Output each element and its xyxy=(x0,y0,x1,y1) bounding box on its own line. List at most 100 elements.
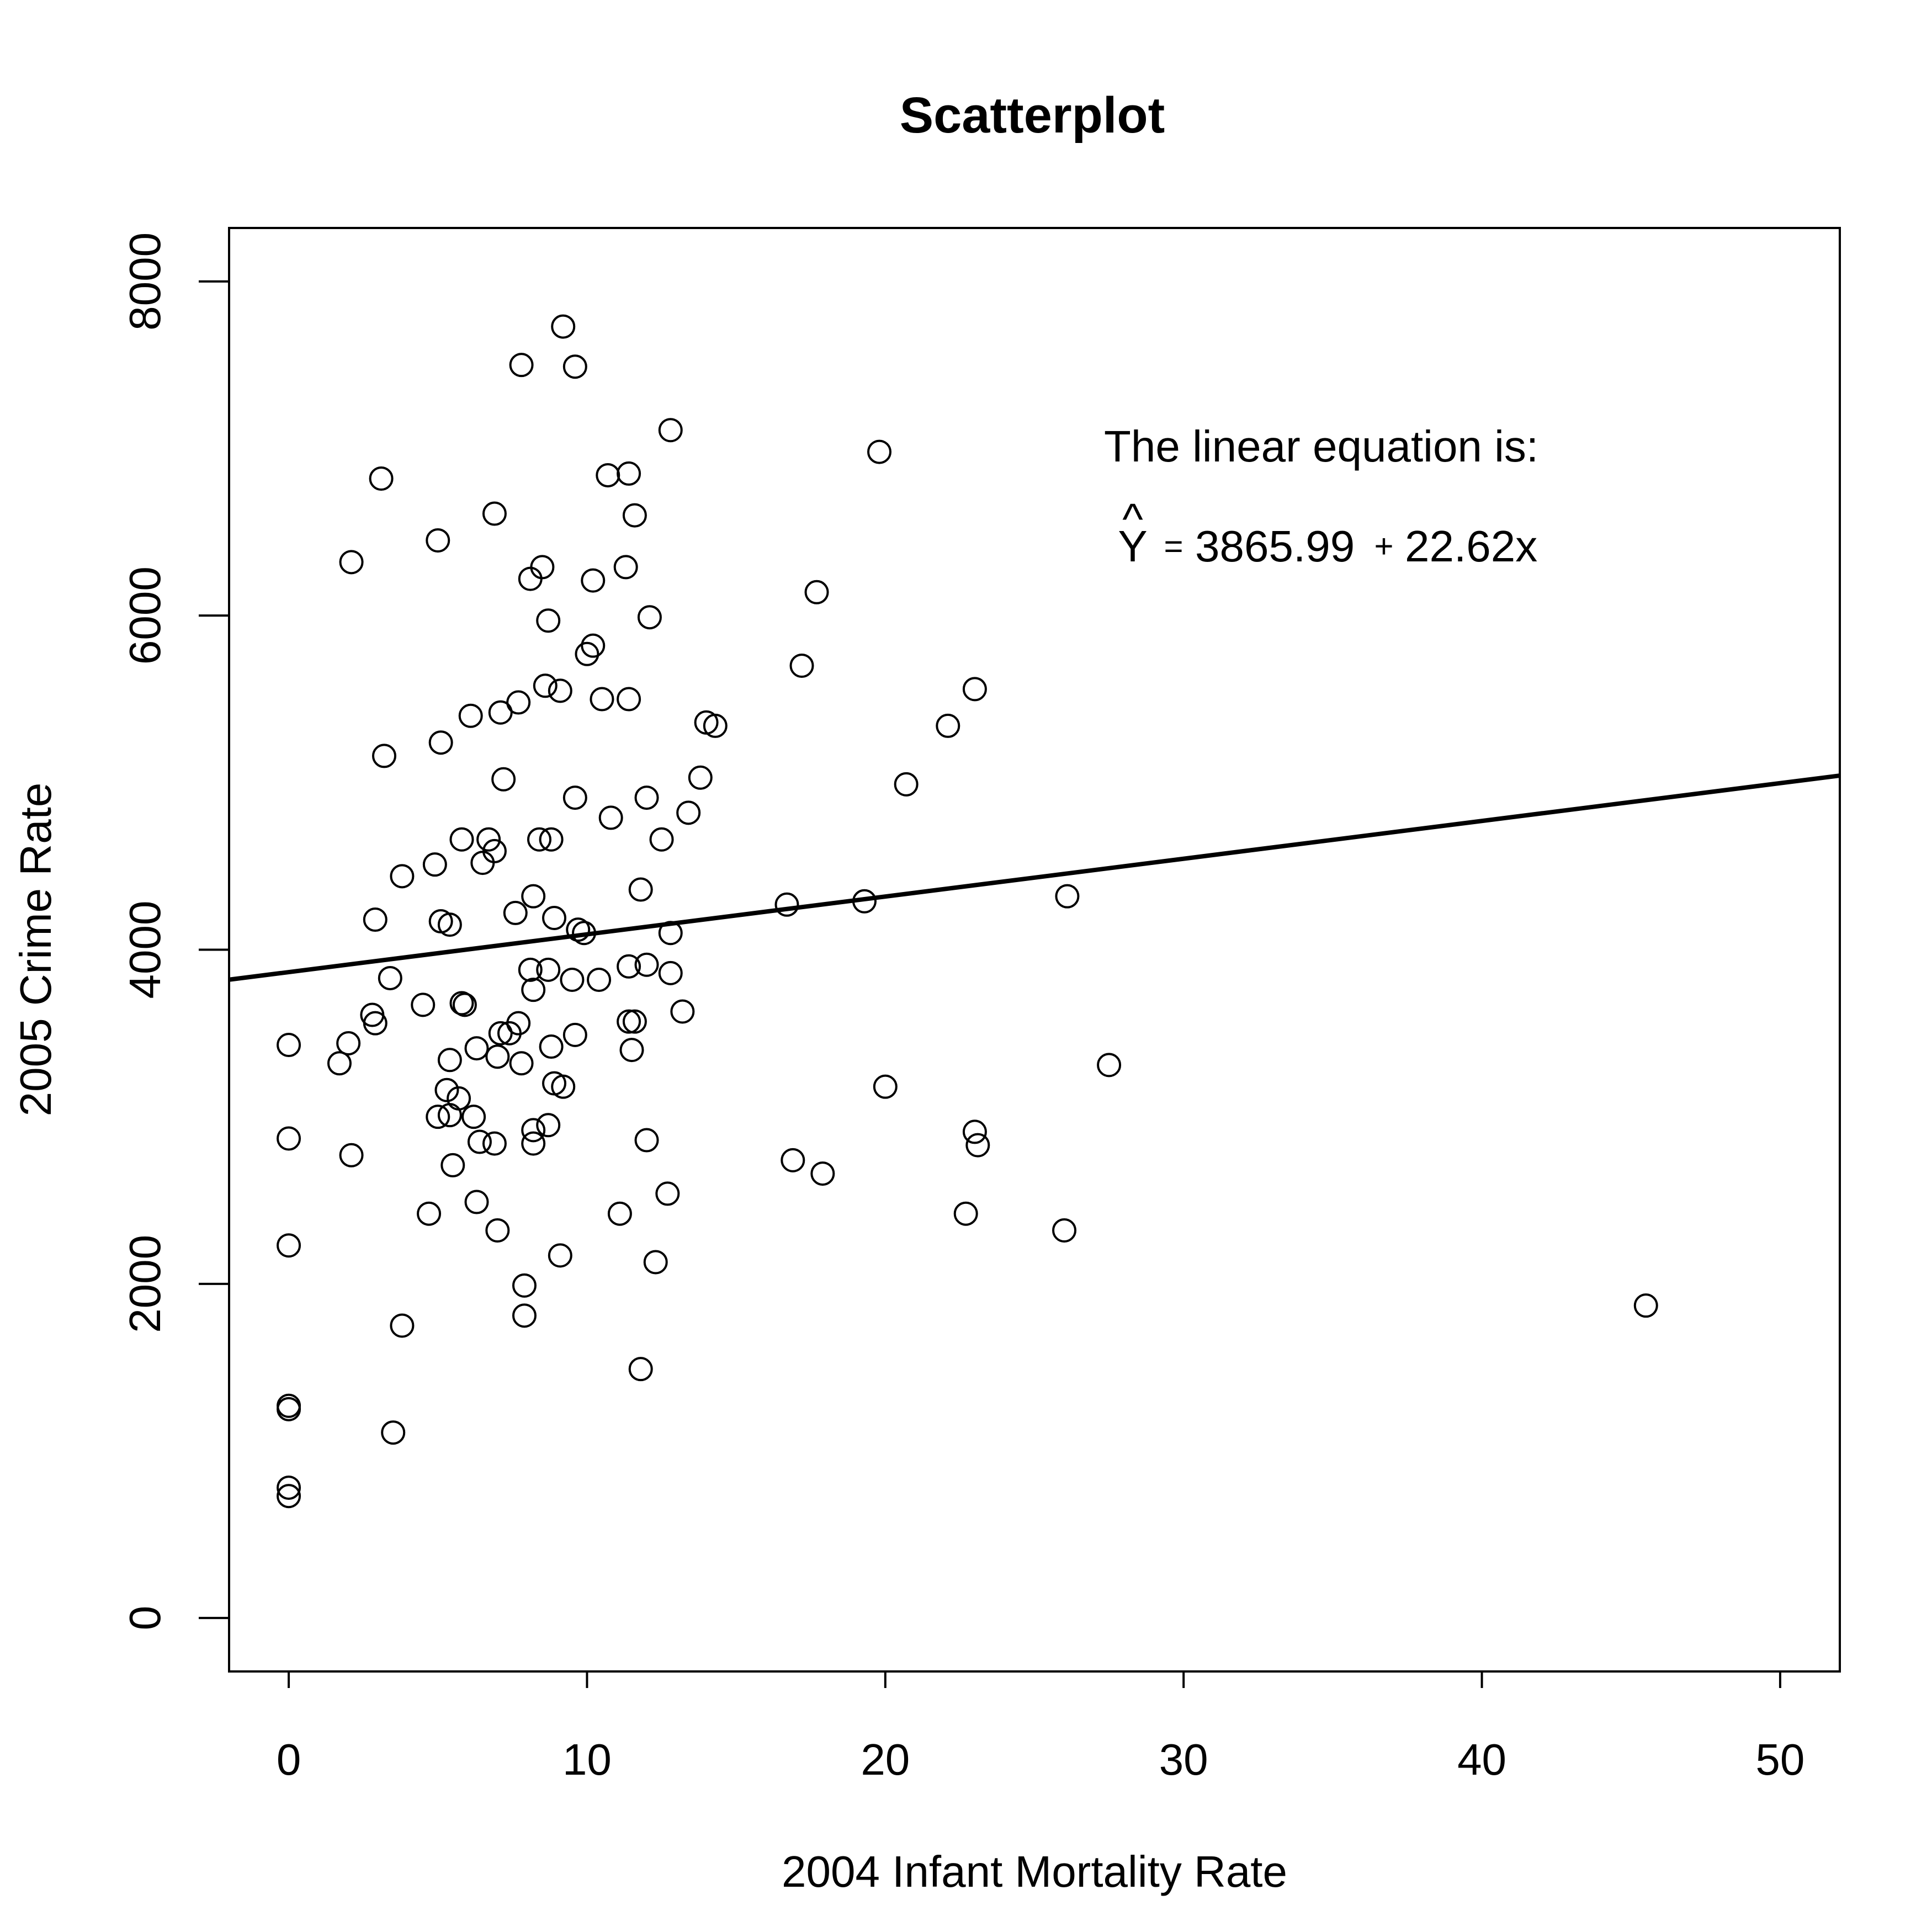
equation-equals: = xyxy=(1164,528,1183,565)
data-point xyxy=(590,687,614,712)
data-point xyxy=(509,1051,534,1076)
data-point xyxy=(1097,1053,1122,1078)
data-point xyxy=(551,1074,576,1099)
data-point xyxy=(542,905,567,930)
data-point xyxy=(485,1218,510,1243)
x-tick-label: 0 xyxy=(277,1735,301,1784)
data-point xyxy=(688,765,713,790)
data-point xyxy=(962,1119,987,1144)
data-point xyxy=(962,677,987,702)
y-axis: 0 2000 4000 6000 8000 xyxy=(120,232,230,1630)
data-point xyxy=(277,1397,301,1421)
data-point xyxy=(371,744,396,768)
data-point xyxy=(548,1243,572,1268)
data-point xyxy=(658,960,683,985)
data-point xyxy=(464,1036,489,1061)
data-point xyxy=(873,1074,898,1099)
y-tick-label: 4000 xyxy=(120,901,169,999)
data-point xyxy=(378,965,402,990)
equation-slope-term: 22.62x xyxy=(1405,522,1537,571)
equation-plus: + xyxy=(1374,528,1393,565)
data-point xyxy=(527,827,551,852)
data-point xyxy=(1633,1293,1658,1318)
data-point xyxy=(617,461,641,486)
equation-annotation: The linear equation is: ^ Y = 3865.99 + … xyxy=(1104,422,1538,571)
data-point xyxy=(965,1133,990,1158)
data-point xyxy=(598,805,623,830)
data-point xyxy=(437,1103,462,1128)
data-point xyxy=(607,1201,632,1226)
data-point xyxy=(617,954,641,979)
data-point xyxy=(509,353,534,378)
data-point xyxy=(488,700,513,725)
regression-line xyxy=(229,773,1840,982)
data-point xyxy=(422,852,447,877)
data-point xyxy=(390,1313,415,1338)
data-point xyxy=(530,555,555,580)
data-point xyxy=(539,1034,564,1059)
data-point xyxy=(533,673,558,698)
data-point xyxy=(774,892,799,917)
data-point xyxy=(277,1484,301,1509)
data-point xyxy=(381,1420,406,1445)
data-point xyxy=(497,1021,522,1045)
data-point xyxy=(277,1033,301,1058)
data-point xyxy=(521,884,546,909)
data-point xyxy=(628,1357,653,1382)
data-point xyxy=(548,678,572,703)
data-point xyxy=(363,1011,388,1036)
equation-yhat: Y xyxy=(1118,522,1147,571)
data-point xyxy=(536,1113,561,1138)
data-point xyxy=(521,1131,546,1156)
data-point xyxy=(575,641,599,666)
data-point xyxy=(810,1161,835,1186)
data-point xyxy=(327,1051,352,1076)
data-point xyxy=(789,653,814,678)
data-point xyxy=(781,1148,805,1172)
data-point xyxy=(628,877,653,902)
data-point xyxy=(953,1201,978,1226)
data-point xyxy=(277,1126,301,1151)
data-point xyxy=(506,690,531,715)
x-tick-label: 40 xyxy=(1457,1735,1506,1784)
data-point xyxy=(562,354,587,379)
x-tick-label: 10 xyxy=(562,1735,612,1784)
data-point xyxy=(434,1078,459,1102)
chart-title: Scatterplot xyxy=(900,87,1165,144)
data-point xyxy=(426,1105,450,1129)
data-point xyxy=(655,1181,680,1206)
data-point xyxy=(670,999,695,1024)
data-point xyxy=(518,957,543,982)
data-point xyxy=(390,864,415,889)
data-point xyxy=(470,851,495,875)
y-tick-label: 2000 xyxy=(120,1235,169,1333)
data-point xyxy=(619,1038,644,1063)
data-point xyxy=(703,713,728,738)
y-tick-label: 6000 xyxy=(120,566,169,665)
data-point xyxy=(336,1031,361,1055)
equation-intercept: 3865.99 xyxy=(1195,522,1355,571)
data-point xyxy=(536,957,561,982)
data-point xyxy=(518,566,543,591)
equation-caption: The linear equation is: xyxy=(1104,422,1538,471)
data-point xyxy=(277,1233,301,1258)
data-point xyxy=(562,1022,587,1047)
data-point xyxy=(485,1044,510,1069)
data-point xyxy=(658,418,683,443)
data-point xyxy=(467,1129,492,1154)
data-point xyxy=(449,827,474,852)
x-tick-label: 50 xyxy=(1755,1735,1804,1784)
data-point xyxy=(339,1143,364,1167)
data-point xyxy=(622,503,647,528)
data-points xyxy=(277,314,1658,1509)
x-tick-label: 30 xyxy=(1159,1735,1208,1784)
data-point xyxy=(634,785,659,810)
data-point xyxy=(562,785,587,810)
data-point xyxy=(437,1048,462,1073)
data-point xyxy=(512,1273,537,1298)
data-point xyxy=(277,1475,301,1500)
data-point xyxy=(539,827,564,852)
data-point xyxy=(613,555,638,580)
data-point xyxy=(894,772,919,797)
